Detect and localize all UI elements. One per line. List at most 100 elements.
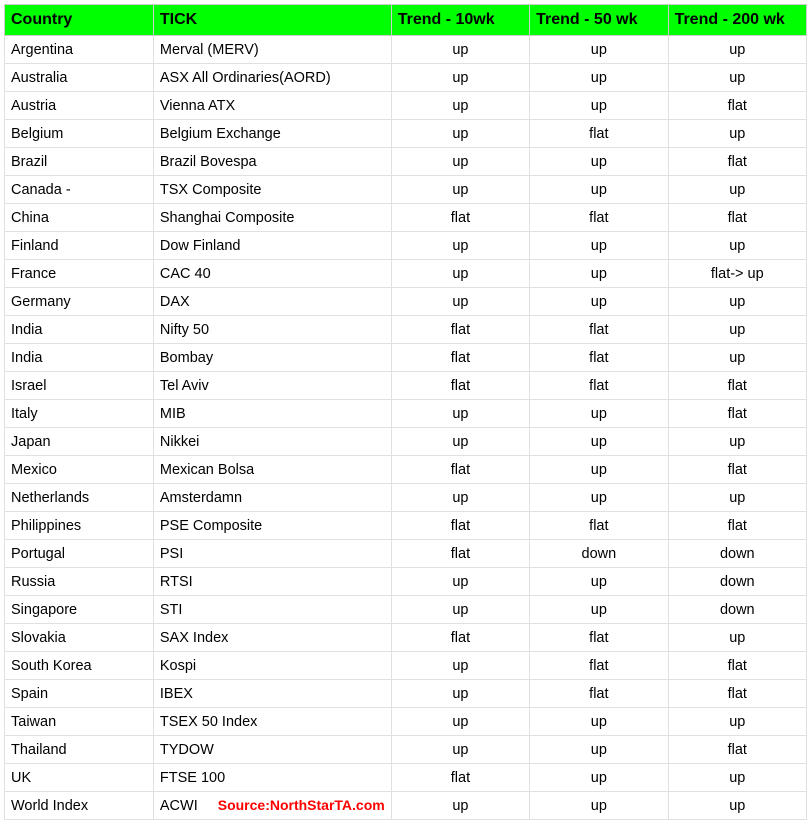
cell-country: Australia [5, 64, 154, 92]
cell-tick: DAX [153, 288, 391, 316]
table-row: IndiaNifty 50flatflatup [5, 316, 807, 344]
cell-t50: up [530, 484, 668, 512]
cell-t10: flat [391, 540, 529, 568]
cell-country: Netherlands [5, 484, 154, 512]
table-row: IsraelTel Avivflatflatflat [5, 372, 807, 400]
cell-t10: up [391, 120, 529, 148]
cell-t200: down [668, 540, 806, 568]
cell-t10: up [391, 232, 529, 260]
cell-t50: up [530, 288, 668, 316]
cell-t50: up [530, 764, 668, 792]
cell-tick: Bombay [153, 344, 391, 372]
table-row: FranceCAC 40upupflat-> up [5, 260, 807, 288]
cell-tick: Brazil Bovespa [153, 148, 391, 176]
cell-t200: up [668, 344, 806, 372]
cell-t10: up [391, 64, 529, 92]
cell-t200: flat [668, 652, 806, 680]
table-row: RussiaRTSIupupdown [5, 568, 807, 596]
cell-t50: flat [530, 372, 668, 400]
cell-t200: flat [668, 372, 806, 400]
cell-t50: up [530, 260, 668, 288]
cell-t10: flat [391, 512, 529, 540]
cell-country: China [5, 204, 154, 232]
cell-t10: up [391, 176, 529, 204]
cell-t50: up [530, 708, 668, 736]
cell-t200: up [668, 120, 806, 148]
cell-t200: up [668, 64, 806, 92]
cell-tick: TSX Composite [153, 176, 391, 204]
table-row: GermanyDAXupupup [5, 288, 807, 316]
cell-t10: up [391, 288, 529, 316]
cell-country: Italy [5, 400, 154, 428]
cell-t10: up [391, 652, 529, 680]
cell-tick: CAC 40 [153, 260, 391, 288]
cell-tick: RTSI [153, 568, 391, 596]
cell-tick: PSI [153, 540, 391, 568]
cell-t10: flat [391, 372, 529, 400]
cell-tick: Amsterdamn [153, 484, 391, 512]
table-row: ChinaShanghai Compositeflatflatflat [5, 204, 807, 232]
cell-t200: up [668, 484, 806, 512]
cell-t50: flat [530, 512, 668, 540]
cell-t10: up [391, 92, 529, 120]
table-row: ThailandTYDOWupupflat [5, 736, 807, 764]
cell-t200: flat [668, 92, 806, 120]
table-row: PortugalPSIflatdowndown [5, 540, 807, 568]
cell-t50: up [530, 92, 668, 120]
cell-t50: up [530, 64, 668, 92]
market-trends-table: Country TICK Trend - 10wk Trend - 50 wk … [4, 4, 807, 820]
cell-tick: Belgium Exchange [153, 120, 391, 148]
col-header-country: Country [5, 5, 154, 36]
cell-tick: TSEX 50 Index [153, 708, 391, 736]
cell-t50: flat [530, 680, 668, 708]
cell-t50: up [530, 400, 668, 428]
col-header-trend-10wk: Trend - 10wk [391, 5, 529, 36]
cell-t200: up [668, 624, 806, 652]
cell-tick: Vienna ATX [153, 92, 391, 120]
cell-t50: up [530, 736, 668, 764]
table-row: World IndexACWISource:NorthStarTA.comupu… [5, 792, 807, 820]
cell-country: Slovakia [5, 624, 154, 652]
cell-tick: Tel Aviv [153, 372, 391, 400]
cell-country: Belgium [5, 120, 154, 148]
col-header-tick: TICK [153, 5, 391, 36]
cell-t50: flat [530, 204, 668, 232]
cell-t50: up [530, 232, 668, 260]
cell-country: UK [5, 764, 154, 792]
table-row: TaiwanTSEX 50 Indexupupup [5, 708, 807, 736]
cell-t200: up [668, 288, 806, 316]
cell-country: Brazil [5, 148, 154, 176]
cell-t10: flat [391, 344, 529, 372]
cell-country: Mexico [5, 456, 154, 484]
cell-t200: down [668, 568, 806, 596]
cell-country: Argentina [5, 36, 154, 64]
cell-tick: ACWISource:NorthStarTA.com [153, 792, 391, 820]
cell-tick: MIB [153, 400, 391, 428]
cell-t200: flat [668, 680, 806, 708]
cell-t50: flat [530, 624, 668, 652]
cell-t10: up [391, 568, 529, 596]
cell-t200: up [668, 232, 806, 260]
cell-country: Finland [5, 232, 154, 260]
cell-country: Russia [5, 568, 154, 596]
cell-t10: up [391, 260, 529, 288]
cell-tick: Merval (MERV) [153, 36, 391, 64]
table-row: UKFTSE 100flatupup [5, 764, 807, 792]
table-row: MexicoMexican Bolsaflatupflat [5, 456, 807, 484]
cell-t200: flat-> up [668, 260, 806, 288]
cell-t10: up [391, 428, 529, 456]
cell-country: Thailand [5, 736, 154, 764]
cell-t200: flat [668, 736, 806, 764]
cell-t50: flat [530, 344, 668, 372]
cell-t10: up [391, 148, 529, 176]
cell-t10: flat [391, 456, 529, 484]
table-row: Canada -TSX Compositeupupup [5, 176, 807, 204]
cell-t200: down [668, 596, 806, 624]
cell-t200: flat [668, 400, 806, 428]
cell-country: Singapore [5, 596, 154, 624]
cell-t50: flat [530, 120, 668, 148]
cell-tick: Nikkei [153, 428, 391, 456]
cell-tick: ASX All Ordinaries(AORD) [153, 64, 391, 92]
cell-t10: flat [391, 624, 529, 652]
cell-tick: Shanghai Composite [153, 204, 391, 232]
